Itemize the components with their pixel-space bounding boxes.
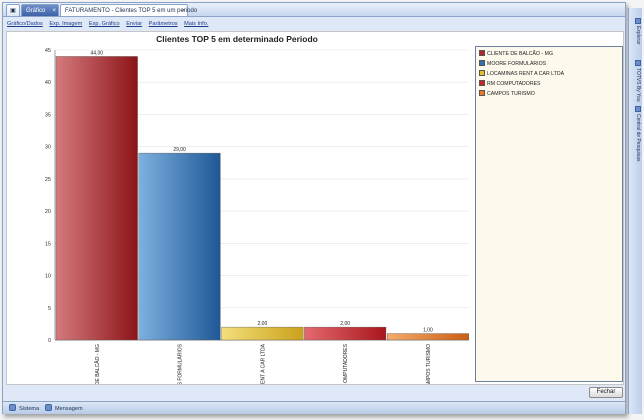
y-tick-label: 5 <box>48 306 51 312</box>
legend-label: CAMPOS TURISMO <box>487 91 535 97</box>
legend-swatch <box>479 50 485 56</box>
message-icon <box>45 404 52 411</box>
y-tick-label: 15 <box>45 241 51 247</box>
y-tick-label: 30 <box>45 145 51 151</box>
legend-label: RM COMPUTADORES <box>487 81 541 87</box>
data-label: 29,00 <box>173 147 186 153</box>
right-sidebar: Explorar TOTVS By You Central de Pesquis… <box>628 8 642 414</box>
legend-swatch <box>479 60 485 66</box>
system-icon <box>9 404 16 411</box>
totvs-icon <box>635 60 641 66</box>
bar <box>221 326 304 341</box>
legend-swatch <box>479 90 485 96</box>
status-mensagem-label: Mensagem <box>55 406 83 412</box>
menu-exp-imagem[interactable]: Exp. Imagem <box>49 21 83 27</box>
x-tick-label: AMPOS TURISMO <box>426 344 432 384</box>
side-tab-totvs[interactable]: TOTVS By You <box>631 60 641 102</box>
tab-grafico[interactable]: Gráfico × <box>21 4 59 16</box>
legend-item: LOCAMINAS RENT A CAR LTDA <box>479 70 564 78</box>
y-tick-label: 10 <box>45 274 51 280</box>
close-icon[interactable]: × <box>181 8 185 14</box>
menu-enviar[interactable]: Enviar <box>126 21 143 27</box>
bar <box>387 333 469 341</box>
x-tick-label: S FORMULÁRIOS <box>177 343 184 384</box>
menu-grafico-dados[interactable]: Gráfico/Dados <box>7 21 43 27</box>
bar <box>138 152 221 341</box>
side-tab-pesquisas[interactable]: Central de Pesquisas <box>631 106 641 162</box>
tab-grafico-label: Gráfico <box>26 8 46 14</box>
fechar-button[interactable]: Fechar <box>589 387 623 398</box>
y-tick-label: 35 <box>45 112 51 118</box>
legend-item: MOORE FORMULÁRIOS <box>479 60 546 68</box>
status-sistema-label: Sistema <box>19 406 40 412</box>
chart-menu: Gráfico/Dados Exp. Imagem Exp. Gráfico E… <box>7 19 213 29</box>
close-icon[interactable]: × <box>52 8 56 14</box>
status-bar: Sistema Mensagem <box>3 401 625 414</box>
side-tab-pesquisas-label: Central de Pesquisas <box>635 114 641 162</box>
side-tab-explorar-label: Explorar <box>635 26 641 45</box>
legend-label: LOCAMINAS RENT A CAR LTDA <box>487 71 565 77</box>
home-icon: ▣ <box>10 8 16 14</box>
x-tick-label: ENT A CAR LTDA <box>260 343 266 383</box>
x-tick-label: OMPUTADORES <box>343 343 349 382</box>
data-label: 2,00 <box>258 321 268 327</box>
legend-item: CLIENTE DE BALCÃO - MG <box>479 50 553 58</box>
menu-exp-grafico[interactable]: Exp. Gráfico <box>88 21 120 27</box>
chart-panel: Clientes TOP 5 em determinado Periodo 0 5… <box>6 31 624 385</box>
y-tick-label: 25 <box>45 177 51 183</box>
data-label: 44,00 <box>91 50 104 56</box>
y-tick-label: 40 <box>45 80 51 86</box>
search-icon <box>635 106 641 112</box>
side-tab-totvs-label: TOTVS By You <box>635 68 641 102</box>
tab-bar: ▣ Gráfico × FATURAMENTO - Clientes TOP 5… <box>3 3 625 17</box>
data-label: 2,00 <box>340 321 350 327</box>
y-tick-label: 45 <box>45 48 51 54</box>
tab-home[interactable]: ▣ <box>6 4 20 16</box>
y-tick-label: 20 <box>45 209 51 215</box>
bar <box>55 56 138 341</box>
main-window: ▣ Gráfico × FATURAMENTO - Clientes TOP 5… <box>2 2 626 414</box>
legend-label: CLIENTE DE BALCÃO - MG <box>487 51 554 57</box>
legend-swatch <box>479 70 485 76</box>
tab-faturamento-label: FATURAMENTO - Clientes TOP 5 em um perio… <box>65 8 198 14</box>
legend-swatch <box>479 80 485 86</box>
status-mensagem[interactable]: Mensagem <box>45 404 83 414</box>
tab-faturamento[interactable]: FATURAMENTO - Clientes TOP 5 em um perio… <box>60 4 197 16</box>
bar <box>304 326 387 341</box>
legend-label: MOORE FORMULÁRIOS <box>487 61 547 67</box>
status-sistema[interactable]: Sistema <box>9 404 39 414</box>
legend-item: CAMPOS TURISMO <box>479 90 535 98</box>
data-label: 1,00 <box>423 328 433 334</box>
explore-icon <box>635 18 641 24</box>
legend-item: RM COMPUTADORES <box>479 80 541 88</box>
chart-title: Clientes TOP 5 em determinado Periodo <box>156 34 318 44</box>
x-tick-label: DE BALCÃO - MG <box>94 344 101 384</box>
y-tick-label: 0 <box>48 338 51 344</box>
bar-chart: 0 5 10 15 20 25 30 35 40 45 44,00 DE BALCÃO - MG 29,… <box>45 48 469 384</box>
side-tab-explorar[interactable]: Explorar <box>631 18 641 45</box>
menu-parametros[interactable]: Parâmetros <box>148 21 178 27</box>
menu-mais-info[interactable]: Mais Info. <box>184 21 209 27</box>
chart-legend: CLIENTE DE BALCÃO - MG MOORE FORMULÁRIOS L… <box>475 46 623 382</box>
